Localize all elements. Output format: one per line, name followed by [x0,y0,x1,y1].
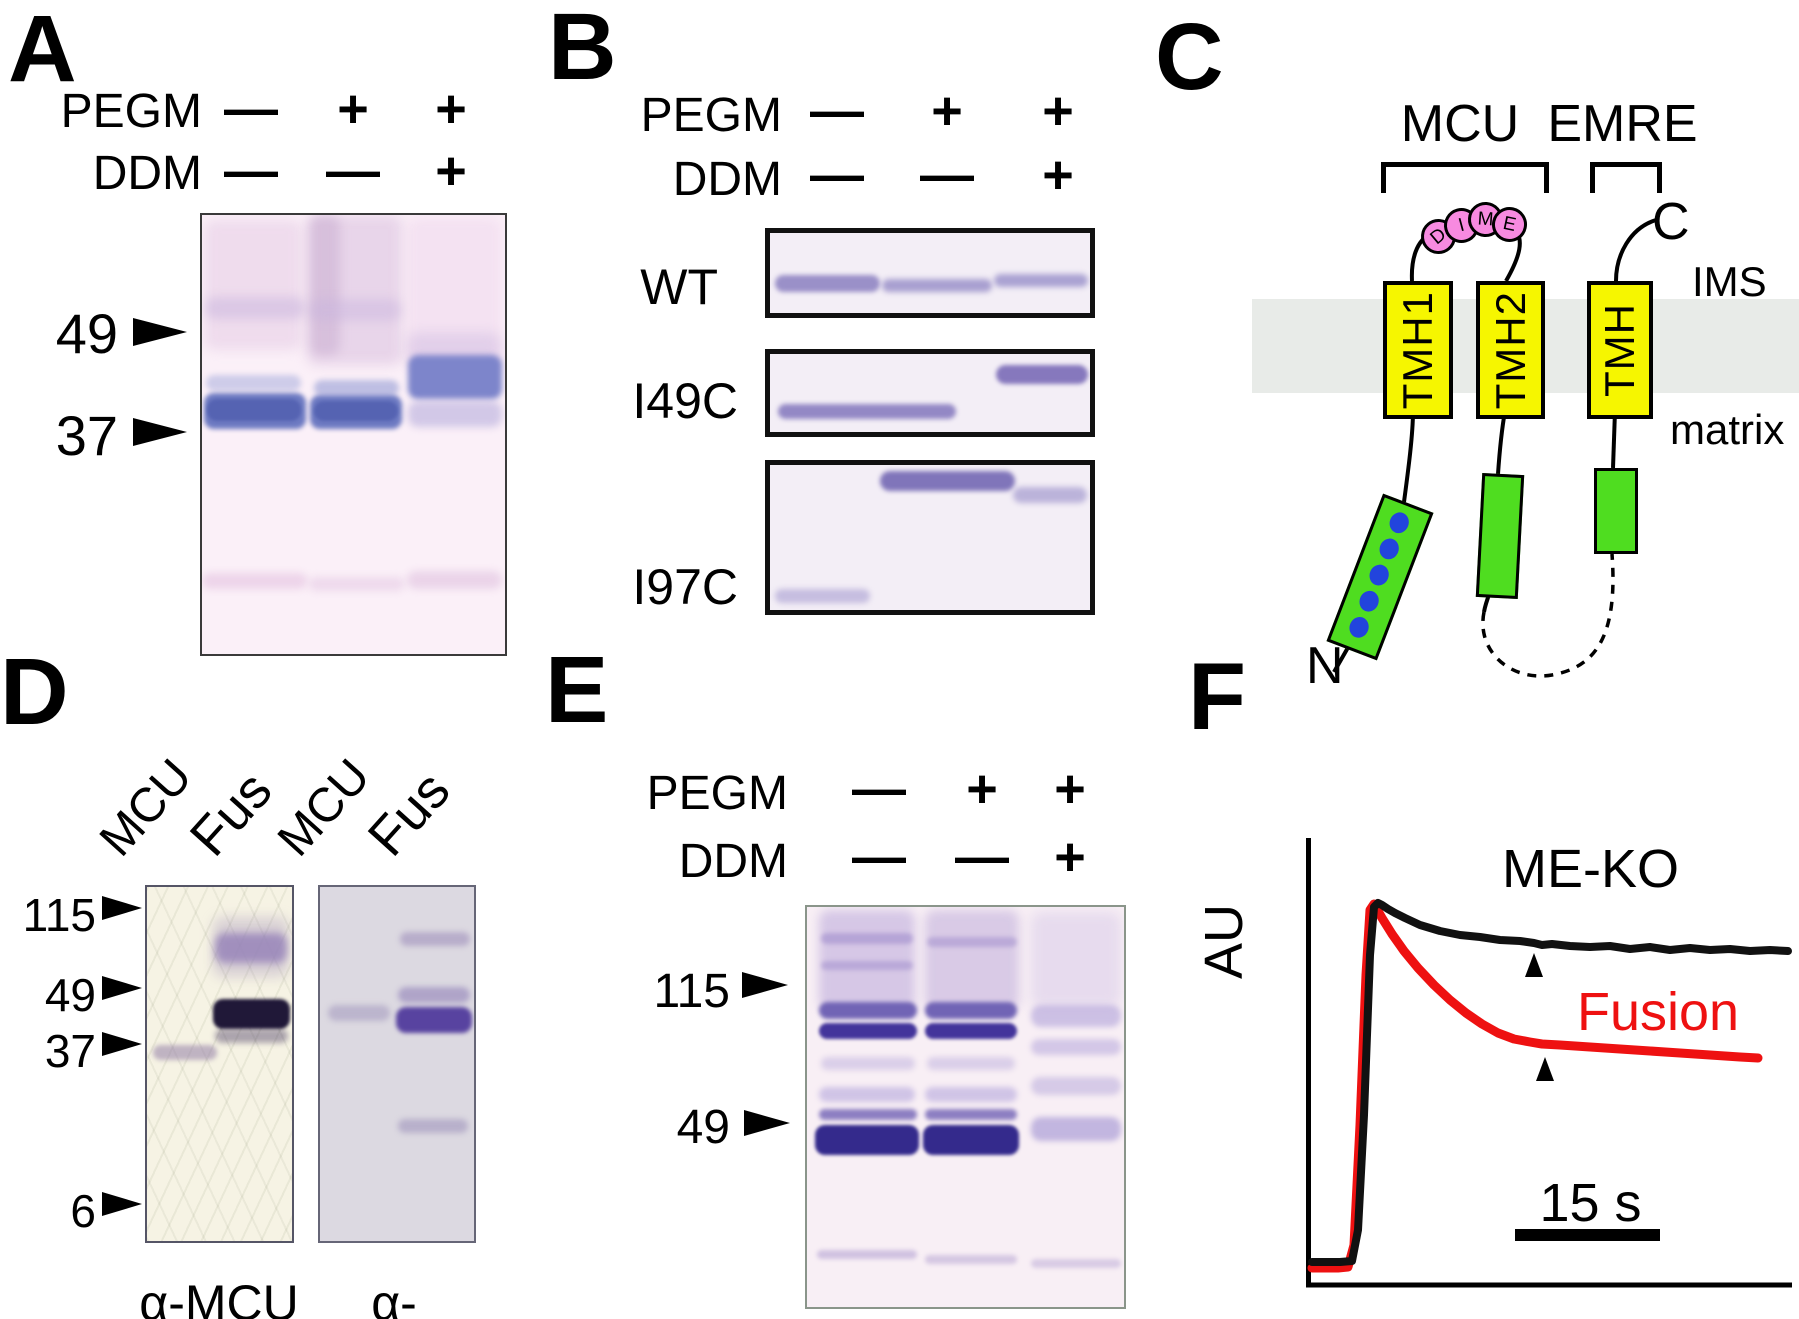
condition-symbol: — [326,141,380,201]
gel-strip-i49c [765,349,1095,437]
marker-arrow-icon [744,1110,790,1136]
emre-bracket-icon [1590,162,1662,193]
strip-name-i97c: I97C [632,559,738,615]
mcu-bracket-icon [1381,162,1549,193]
mw-marker-115: 115 [22,889,96,941]
strip-name-i49c: I49C [632,373,738,429]
marker-arrow-icon [102,896,142,920]
calcium-uptake-trace-plot [1306,838,1792,1288]
condition-name-pegm: PEGM [640,89,782,142]
lane-label-fus: Fus [356,760,462,868]
y-axis-label: AU [1194,904,1254,980]
mw-marker-115: 115 [653,965,730,1018]
condition-name-pegm: PEGM [60,85,202,138]
panel-f-label: F [1188,644,1247,750]
condition-symbol: — [810,145,864,205]
condition-symbol: + [337,79,369,139]
scale-bar-label: 15 s [1539,1173,1642,1233]
condition-symbol: + [1042,145,1074,205]
antibody-label-emre: α-EMRE [371,1275,417,1319]
condition-name-ddm: DDM [678,835,788,888]
panel-d-blot-anti-emre [318,885,476,1243]
condition-symbol: + [966,759,998,819]
panel-b-label: B [548,0,617,100]
condition-symbol: + [1054,827,1086,887]
marker-arrow-icon [102,976,142,1000]
condition-symbol: + [931,81,963,141]
mw-marker-49: 49 [44,969,96,1021]
gel-strip-wt [765,228,1095,318]
c-terminus-label: C [1652,193,1690,251]
marker-arrow-icon [102,1032,142,1056]
condition-symbol: — [224,141,278,201]
panel-d-label: D [0,639,69,745]
mw-marker-49: 49 [676,1101,730,1154]
helix-tmh2: TMH2 [1476,281,1545,419]
condition-symbol: — [224,79,278,139]
compartment-matrix: matrix [1670,406,1785,453]
gel-strip-i97c [765,460,1095,615]
condition-symbol: + [435,79,467,139]
condition-symbol: + [1054,759,1086,819]
strip-name-wt: WT [640,259,718,315]
marker-arrow-icon [133,318,187,346]
condition-name-ddm: DDM [672,153,782,206]
condition-symbol: + [435,141,467,201]
addition-arrowhead-icon [1536,1057,1554,1081]
marker-arrow-icon [742,972,788,998]
panel-a-label: A [8,0,77,102]
trace-label-fusion: Fusion [1577,982,1740,1042]
antibody-label-mcu: α-MCU [139,1275,299,1319]
protein-name-emre: EMRE [1547,95,1698,153]
condition-name-ddm: DDM [92,147,202,200]
mcu-ctd-domain [1475,472,1525,600]
mw-marker-37: 37 [55,404,118,467]
panel-d-blot-anti-mcu [145,885,294,1243]
lane-label-mcu: MCU [267,749,381,867]
lane-label-mcu: MCU [89,749,203,867]
condition-symbol: — [852,759,906,819]
condition-symbol: — [955,827,1009,887]
trace-label-me-ko: ME-KO [1502,839,1680,899]
panel-c-label: C [1155,4,1224,110]
protein-name-mcu: MCU [1400,95,1520,153]
condition-symbol: — [810,81,864,141]
condition-symbol: + [1042,81,1074,141]
emre-matrix-domain [1594,468,1638,554]
panel-e-label: E [545,637,609,743]
condition-symbol: — [920,145,974,205]
scale-bar [1515,1229,1660,1241]
addition-arrowhead-icon [1525,953,1543,977]
trace-me-ko [1308,899,1792,1266]
compartment-ims: IMS [1692,258,1767,305]
helix-tmh-emre: TMH [1587,281,1653,419]
mw-marker-6: 6 [70,1185,96,1237]
marker-arrow-icon [102,1192,142,1216]
lane-label-fus: Fus [178,760,284,868]
helix-tmh1: TMH1 [1383,281,1453,419]
n-terminus-label: N [1306,637,1344,695]
panel-e-gel-blot [805,905,1126,1309]
panel-a-gel-blot [200,213,507,656]
mw-marker-37: 37 [44,1025,96,1077]
marker-arrow-icon [133,418,187,446]
condition-name-pegm: PEGM [646,767,788,820]
mw-marker-49: 49 [55,302,118,365]
condition-symbol: — [852,827,906,887]
